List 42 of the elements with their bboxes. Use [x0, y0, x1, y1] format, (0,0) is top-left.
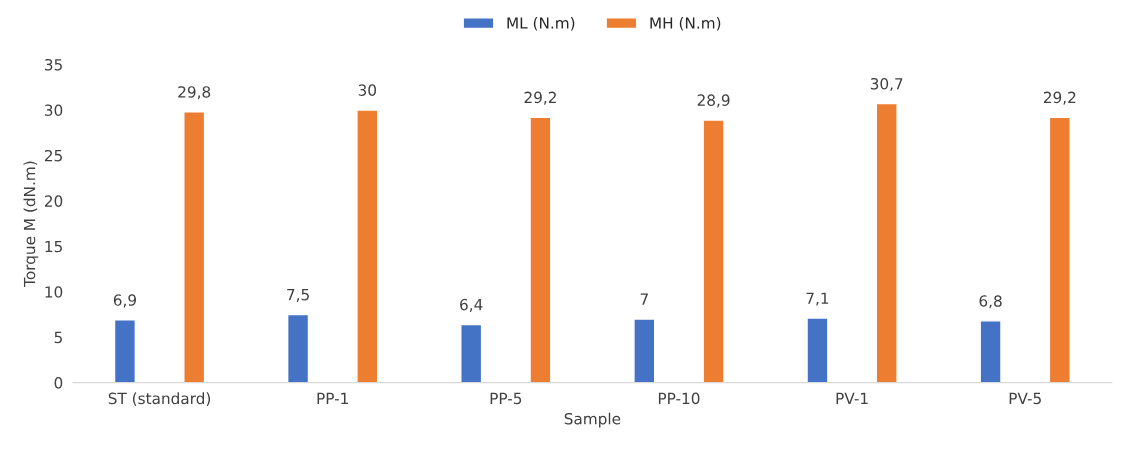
y-tick-label: 10: [45, 286, 63, 298]
y-tick-label: 20: [44, 195, 63, 207]
x-axis-title: Sample: [564, 412, 621, 428]
bar: [979, 320, 1002, 383]
bar: [356, 109, 379, 383]
bar: [702, 119, 725, 383]
y-tick-label: 5: [54, 331, 62, 344]
data-label: 29,2: [1043, 91, 1076, 105]
data-label: 29,2: [524, 91, 556, 105]
bar: [113, 319, 137, 383]
bar: [460, 323, 483, 383]
bar: [633, 318, 656, 383]
x-tick-label: PV-1: [836, 392, 868, 404]
y-tick-label: 35: [45, 59, 62, 71]
y-axis-title: Torque M (dN.m): [23, 161, 39, 287]
data-label: 28,9: [697, 94, 730, 108]
data-label: 30: [358, 84, 377, 96]
bar: [1048, 116, 1071, 383]
data-label: 30,7: [870, 77, 903, 92]
bar: [183, 111, 206, 383]
x-tick-label: PP-5: [490, 392, 522, 405]
x-tick-label: ST (standard): [108, 392, 211, 406]
data-label: 7,5: [287, 289, 309, 302]
legend-label: ML (N.m): [507, 16, 575, 31]
y-tick-label: 30: [45, 104, 63, 116]
bar: [806, 317, 829, 383]
y-tick-label: 25: [44, 149, 62, 162]
data-label: 29,8: [178, 86, 211, 100]
x-tick-label: PV-5: [1009, 392, 1041, 405]
data-label: 6,4: [460, 298, 483, 312]
y-tick-label: 15: [45, 240, 62, 253]
data-label: 6,9: [113, 294, 137, 308]
data-label: 7: [640, 293, 648, 305]
legend-label: MH (N.m): [650, 16, 721, 31]
x-tick-label: PP-10: [658, 392, 700, 405]
y-tick-label: 0: [54, 377, 63, 389]
bar: [286, 313, 310, 383]
data-label: 6,8: [979, 295, 1002, 309]
x-tick-label: PP-1: [317, 392, 348, 404]
data-label: 7,1: [806, 292, 829, 306]
bar: [875, 102, 898, 383]
bar: [529, 116, 552, 383]
